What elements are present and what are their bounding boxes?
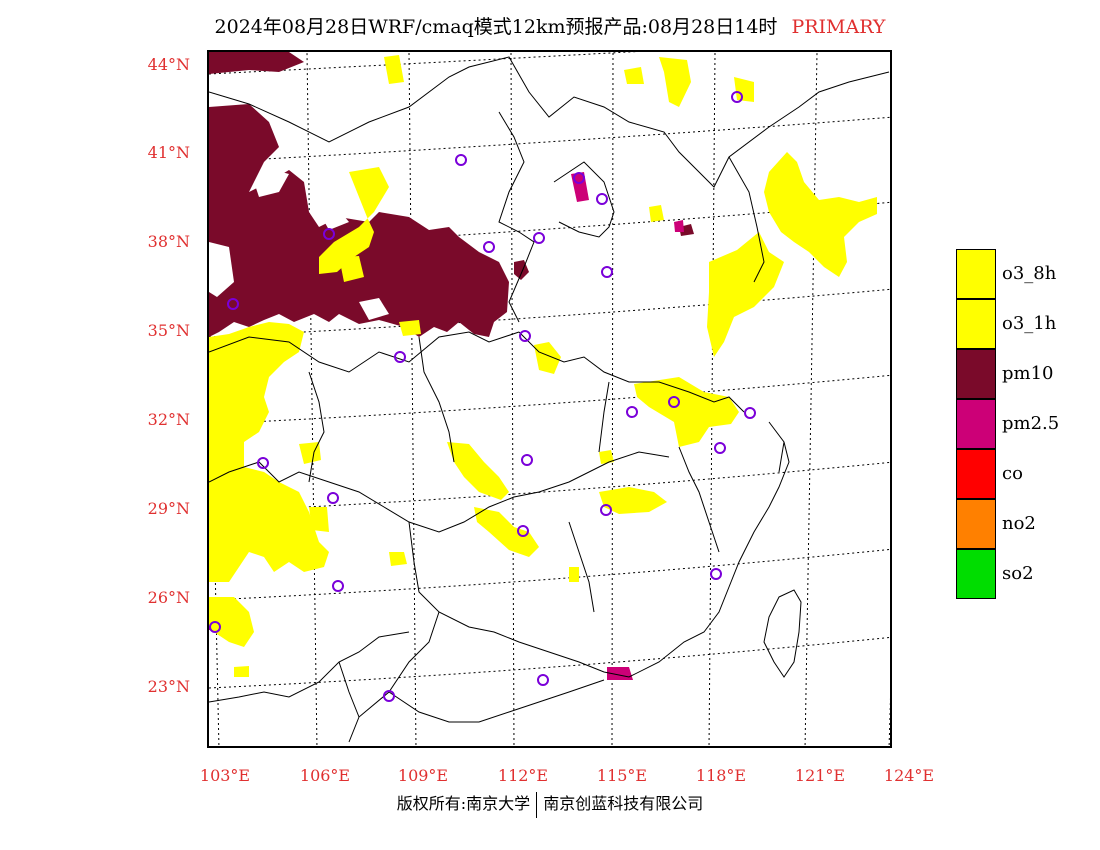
city-marker: [332, 580, 344, 592]
legend-label: o3_1h: [1002, 313, 1057, 334]
city-marker: [521, 454, 533, 466]
copyright-right: 南京创蓝科技有限公司: [543, 794, 704, 813]
lat-label-32: 32°N: [147, 410, 190, 429]
city-marker: [323, 228, 335, 240]
lon-label-121: 121°E: [794, 766, 846, 785]
lon-label-106: 106°E: [299, 766, 351, 785]
city-marker: [710, 568, 722, 580]
map-canvas: [209, 52, 890, 746]
o3-regions: [209, 55, 877, 677]
graticule-longitudes: [209, 52, 890, 746]
city-marker: [626, 406, 638, 418]
legend-label: no2: [1002, 513, 1036, 534]
city-marker: [668, 396, 680, 408]
legend-swatch: [956, 449, 996, 499]
city-marker: [533, 232, 545, 244]
lat-label-38: 38°N: [147, 232, 190, 251]
lat-label-44: 44°N: [147, 55, 190, 74]
copyright-footer: 版权所有:南京大学 南京创蓝科技有限公司: [0, 790, 1100, 818]
lat-label-29: 29°N: [147, 499, 190, 518]
city-marker: [455, 154, 467, 166]
city-marker: [209, 621, 221, 633]
lon-label-115: 115°E: [596, 766, 648, 785]
map-title: 2024年08月28日WRF/cmaq模式12km预报产品:08月28日14时 P…: [0, 12, 1100, 39]
legend-swatch: [956, 299, 996, 349]
city-marker: [327, 492, 339, 504]
copyright-left: 版权所有:南京大学: [396, 794, 531, 813]
city-marker: [537, 674, 549, 686]
legend-swatch: [956, 399, 996, 449]
lat-label-35: 35°N: [147, 321, 190, 340]
city-marker: [517, 525, 529, 537]
city-marker: [394, 351, 406, 363]
city-marker: [744, 407, 756, 419]
lat-label-26: 26°N: [147, 588, 190, 607]
pm10-gaps: [209, 170, 389, 320]
lat-label-41: 41°N: [147, 143, 190, 162]
map-area: [207, 50, 892, 748]
city-marker: [519, 330, 531, 342]
legend-label: co: [1002, 463, 1023, 484]
city-markers: [209, 91, 756, 702]
lon-label-112: 112°E: [497, 766, 549, 785]
title-text: 2024年08月28日WRF/cmaq模式12km预报产品:08月28日14时: [214, 16, 778, 38]
taiwan-outline: [763, 589, 802, 678]
lon-label-124: 124°E: [883, 766, 935, 785]
city-marker: [483, 241, 495, 253]
pm10-regions: [209, 52, 694, 337]
city-marker: [714, 442, 726, 454]
city-marker: [601, 266, 613, 278]
city-marker: [600, 504, 612, 516]
lon-label-103: 103°E: [199, 766, 251, 785]
city-marker: [596, 193, 608, 205]
legend-swatch: [956, 549, 996, 599]
legend-swatch: [956, 499, 996, 549]
city-marker: [573, 172, 585, 184]
footer-separator: [536, 791, 538, 818]
legend-swatch: [956, 249, 996, 299]
city-marker: [257, 457, 269, 469]
lat-label-23: 23°N: [147, 677, 190, 696]
legend-swatch: [956, 349, 996, 399]
legend-label: so2: [1002, 563, 1034, 584]
legend-label: pm10: [1002, 363, 1054, 384]
legend-label: pm2.5: [1002, 413, 1060, 434]
borders: [209, 56, 890, 743]
city-marker: [383, 690, 395, 702]
city-marker: [227, 298, 239, 310]
lon-label-118: 118°E: [695, 766, 747, 785]
lon-label-109: 109°E: [397, 766, 449, 785]
city-marker: [731, 91, 743, 103]
legend-label: o3_8h: [1002, 263, 1057, 284]
primary-tag: PRIMARY: [791, 16, 886, 38]
